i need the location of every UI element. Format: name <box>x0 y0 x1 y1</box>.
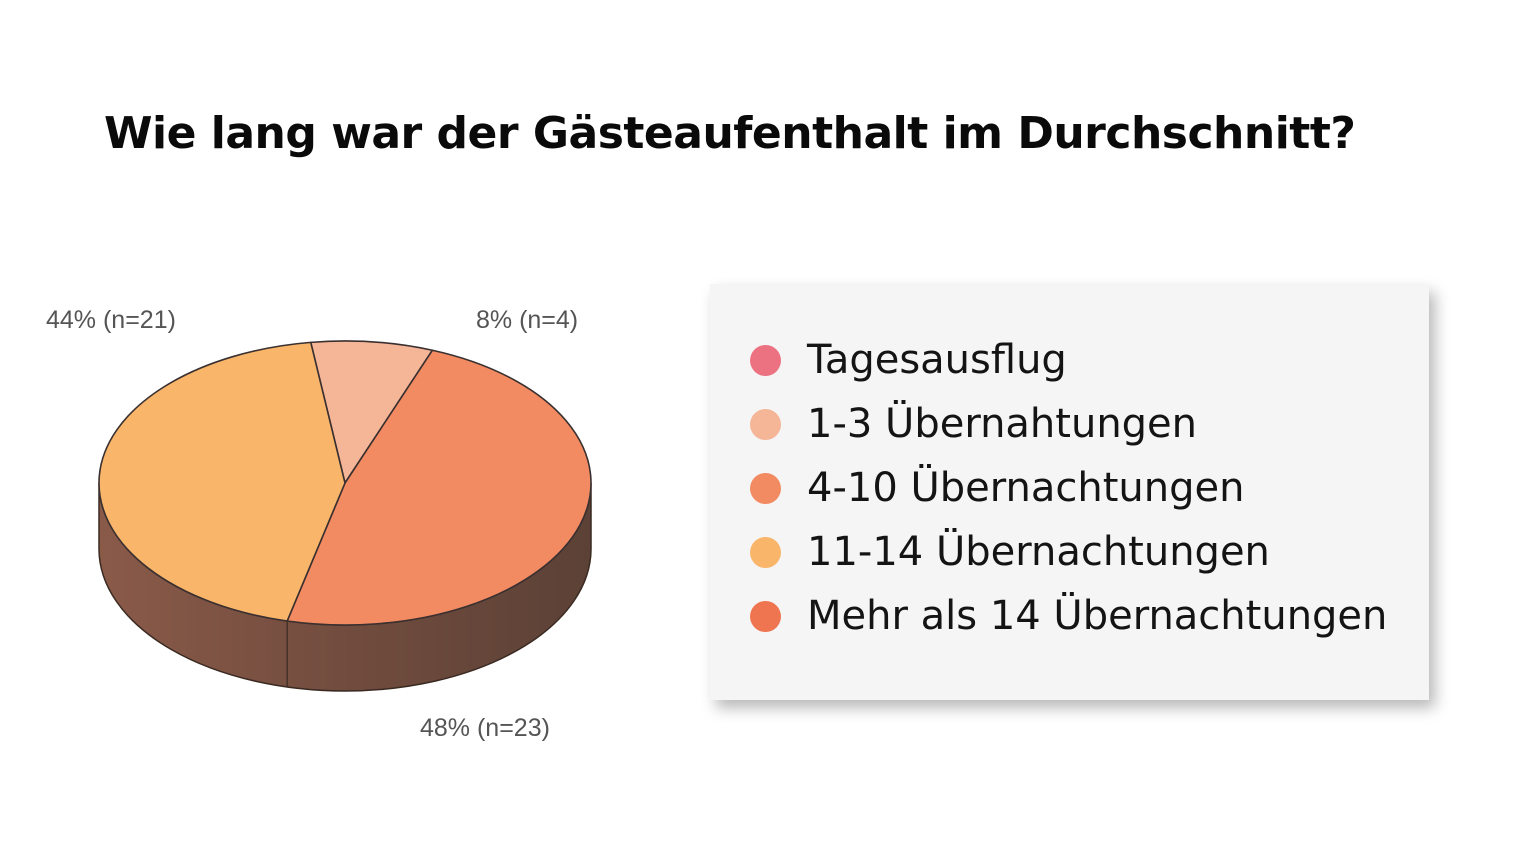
legend-swatch <box>750 536 781 568</box>
slice-label-1: 8% (n=4) <box>476 306 578 334</box>
legend-item-1-3: 1-3 Übernahtungen <box>750 392 1429 456</box>
legend-swatch <box>750 344 781 376</box>
pie-slice-1 <box>309 340 434 484</box>
legend-label: 1-3 Übernahtungen <box>807 401 1198 447</box>
legend-label: Tagesausflug <box>807 337 1067 383</box>
legend-label: 11-14 Übernachtungen <box>807 529 1270 575</box>
legend: Tagesausflug 1-3 Übernahtungen 4-10 Über… <box>710 284 1429 700</box>
legend-swatch <box>750 472 781 504</box>
legend-label: Mehr als 14 Übernachtungen <box>807 593 1388 639</box>
legend-item-11-14: 11-14 Übernachtungen <box>750 520 1429 584</box>
pie-labels: 8% (n=4) 48% (n=23) 44% (n=21) <box>46 306 578 742</box>
pie-slice-3 <box>98 341 346 622</box>
legend-item-mehr-als-14: Mehr als 14 Übernachtungen <box>750 584 1429 648</box>
pie-slice-2 <box>286 349 592 626</box>
legend-label: 4-10 Übernachtungen <box>807 465 1245 511</box>
legend-swatch <box>750 600 781 632</box>
legend-item-4-10: 4-10 Übernachtungen <box>750 456 1429 520</box>
slice-label-3: 44% (n=21) <box>46 306 176 334</box>
legend-swatch <box>750 408 781 440</box>
legend-item-tagesausflug: Tagesausflug <box>750 328 1429 392</box>
slice-label-2: 48% (n=23) <box>420 714 550 742</box>
chart-title: Wie lang war der Gästeaufenthalt im Durc… <box>104 108 1356 159</box>
pie-top <box>98 340 592 626</box>
